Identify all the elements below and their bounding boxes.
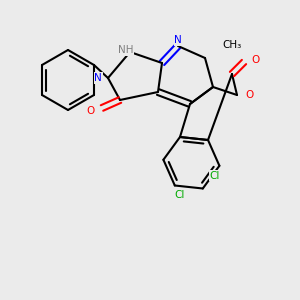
Text: NH: NH bbox=[118, 45, 134, 55]
Text: N: N bbox=[174, 35, 182, 45]
Text: CH₃: CH₃ bbox=[222, 40, 241, 50]
Text: Cl: Cl bbox=[209, 171, 220, 181]
Text: O: O bbox=[251, 55, 259, 65]
Text: O: O bbox=[87, 106, 95, 116]
Text: N: N bbox=[94, 73, 102, 83]
Text: O: O bbox=[245, 90, 253, 100]
Text: Cl: Cl bbox=[175, 190, 185, 200]
